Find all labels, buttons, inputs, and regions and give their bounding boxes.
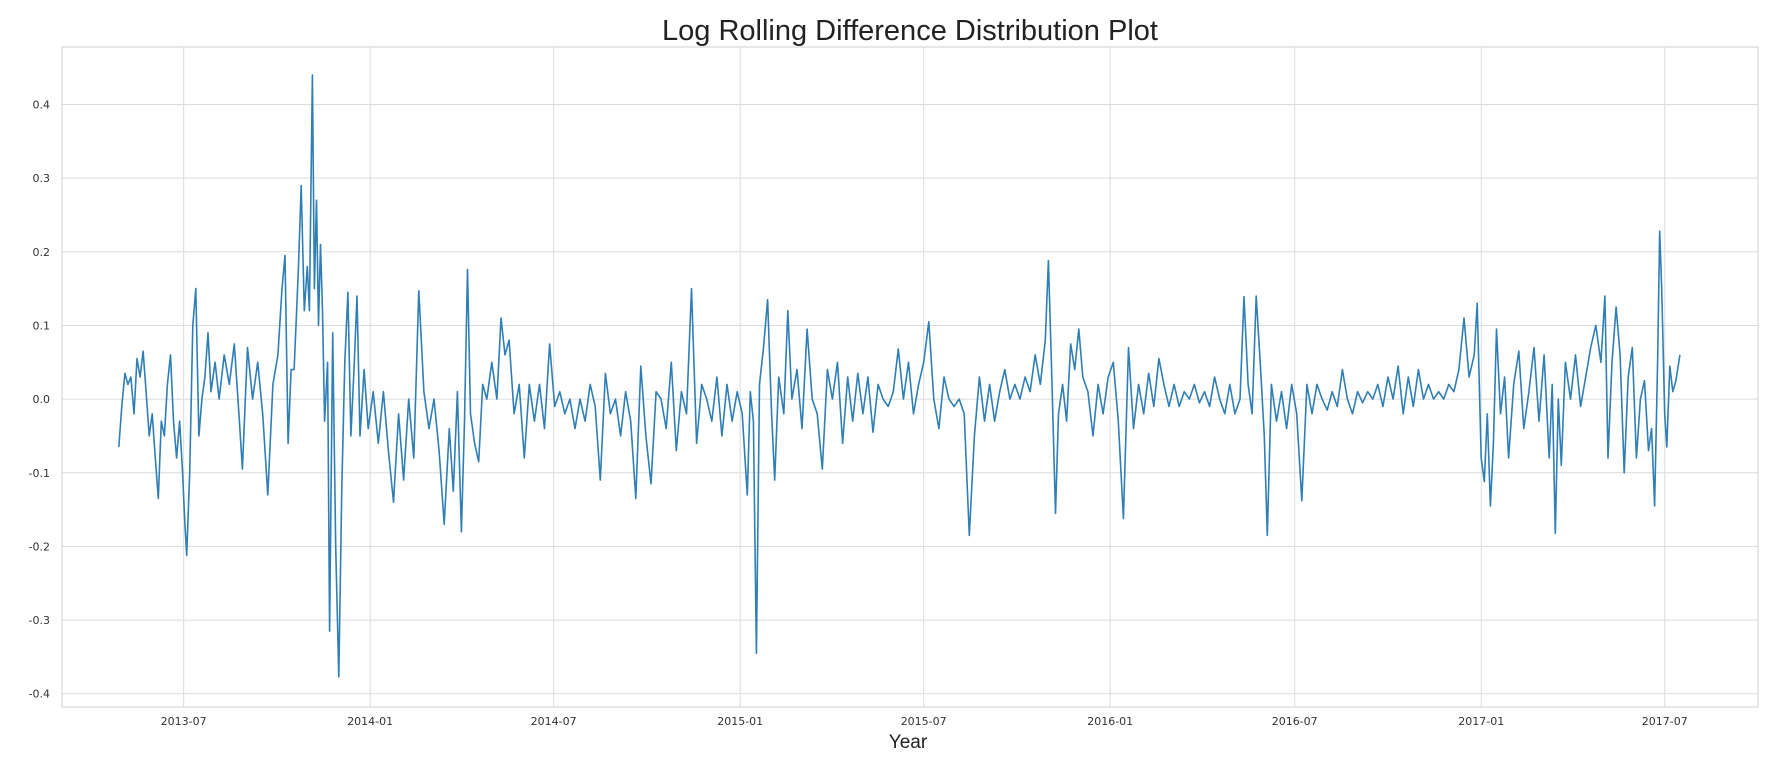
x-tick-label: 2016-01 (1087, 715, 1133, 728)
x-tick-label: 2016-07 (1272, 715, 1318, 728)
x-tick-label: 2014-01 (347, 715, 393, 728)
x-axis-label: Year (889, 732, 928, 753)
y-tick-label: -0.3 (29, 614, 50, 627)
y-tick-label: 0.2 (33, 246, 51, 259)
y-tick-label: 0.0 (33, 393, 51, 406)
y-tick-labels: -0.4 -0.3 -0.2 -0.1 0.0 0.1 0.2 0.3 0.4 (29, 98, 50, 700)
x-tick-label: 2014-07 (531, 715, 577, 728)
y-gridlines (62, 103, 1758, 695)
x-tick-label: 2017-07 (1642, 715, 1688, 728)
y-tick-label: -0.1 (29, 467, 50, 480)
y-tick-label: 0.4 (33, 98, 51, 111)
y-tick-label: -0.4 (29, 688, 50, 701)
y-tick-label: 0.1 (33, 319, 51, 332)
x-gridlines (183, 47, 1666, 707)
y-tick-label: 0.3 (33, 172, 51, 185)
series-line (118, 74, 1681, 678)
x-tick-label: 2015-07 (901, 715, 947, 728)
x-tick-label: 2013-07 (161, 715, 207, 728)
x-tick-label: 2017-01 (1458, 715, 1504, 728)
chart-title: Log Rolling Difference Distribution Plot (662, 15, 1158, 47)
plot-frame (61, 46, 1759, 708)
y-tick-label: -0.2 (29, 540, 50, 553)
x-tick-label: 2015-01 (717, 715, 763, 728)
x-tick-labels: 2013-07 2014-01 2014-07 2015-01 2015-07 2016-… (161, 715, 1688, 728)
